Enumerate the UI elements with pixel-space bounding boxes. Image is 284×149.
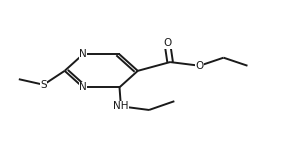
Text: NH: NH <box>113 101 129 111</box>
Text: O: O <box>195 61 204 71</box>
Text: N: N <box>79 82 87 92</box>
Text: S: S <box>40 80 47 90</box>
Text: O: O <box>163 38 172 48</box>
Text: N: N <box>79 49 87 59</box>
